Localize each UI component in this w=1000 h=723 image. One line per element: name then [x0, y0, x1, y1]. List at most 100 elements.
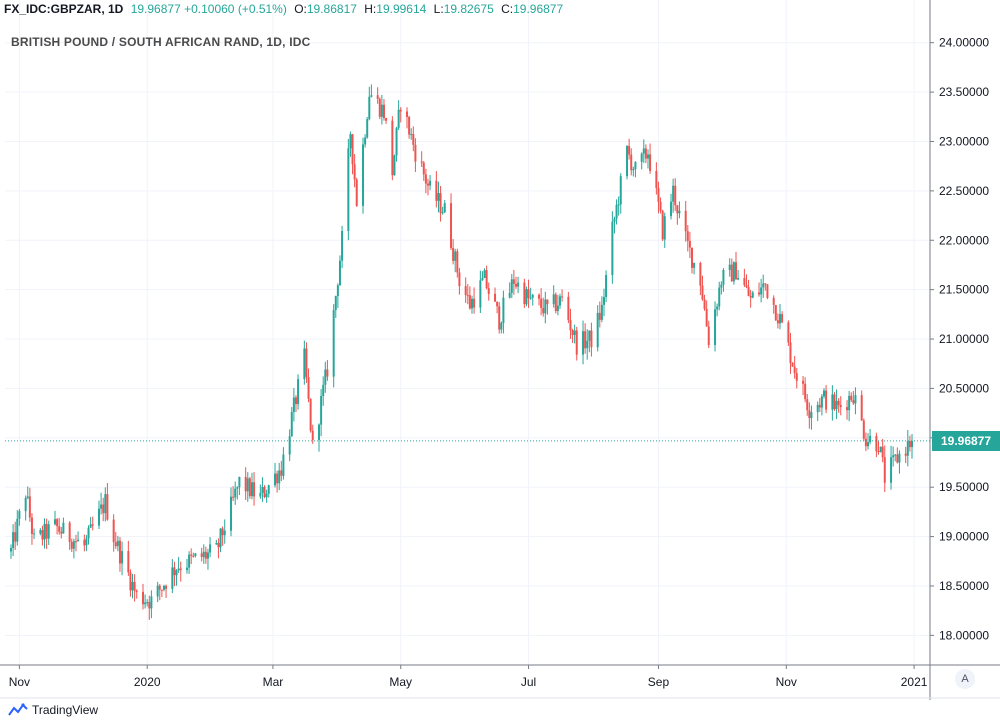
candle	[408, 115, 411, 139]
candle	[732, 261, 735, 285]
candle	[397, 100, 400, 131]
candle	[540, 288, 543, 316]
candle	[116, 535, 119, 552]
candle	[693, 262, 696, 275]
candle	[118, 536, 121, 572]
candle	[202, 544, 205, 564]
candle	[649, 143, 652, 174]
candle	[135, 589, 138, 599]
candle	[24, 495, 27, 521]
auto-scale-button[interactable]: A	[955, 669, 975, 689]
candle	[435, 171, 438, 208]
candle	[640, 152, 643, 170]
candle	[309, 398, 312, 433]
candle	[659, 197, 662, 214]
candle	[498, 301, 501, 334]
candle	[443, 199, 446, 214]
candle	[382, 99, 385, 121]
y-tick-label: 20.50000	[939, 381, 989, 395]
candle	[825, 385, 828, 414]
candle	[642, 139, 645, 163]
candle	[200, 547, 203, 562]
candle	[217, 538, 220, 559]
candle	[538, 293, 541, 306]
candle	[368, 86, 371, 121]
candle	[529, 287, 532, 300]
candle	[133, 574, 136, 602]
candle	[789, 332, 792, 374]
candle	[326, 360, 329, 381]
x-tick-label: 2020	[134, 675, 161, 689]
candle	[848, 390, 851, 422]
candle	[588, 330, 591, 353]
candle	[56, 518, 59, 535]
candle	[16, 510, 19, 546]
candle	[772, 295, 775, 314]
y-tick-label: 21.00000	[939, 332, 989, 346]
candle	[787, 320, 790, 346]
y-tick-label: 18.00000	[939, 628, 989, 642]
close-label: C:	[501, 2, 514, 16]
tradingview-brand[interactable]: TradingView	[8, 703, 98, 717]
candle	[655, 162, 658, 195]
candle	[468, 286, 471, 310]
candle	[410, 128, 413, 140]
candle	[473, 287, 476, 314]
candle	[707, 320, 710, 349]
candle	[426, 178, 429, 196]
candle	[567, 291, 570, 324]
symbol-label[interactable]: FX_IDC:GBPZAR, 1D	[4, 2, 124, 16]
high-label: H:	[364, 2, 377, 16]
candle	[720, 281, 723, 295]
candle	[192, 552, 195, 558]
candle	[688, 231, 691, 259]
candle	[684, 200, 687, 242]
candle	[263, 485, 266, 499]
candle	[412, 126, 415, 152]
candle	[600, 296, 603, 323]
candle	[28, 487, 31, 522]
candle	[179, 561, 182, 582]
candle	[355, 177, 358, 207]
candle	[351, 133, 354, 175]
candle	[575, 326, 578, 361]
candle	[879, 446, 882, 453]
candle	[106, 483, 109, 521]
x-tick-label: 2021	[901, 675, 928, 689]
candle	[391, 116, 394, 181]
candle	[385, 117, 388, 124]
candle	[165, 584, 168, 598]
candle	[429, 175, 432, 191]
candle	[282, 447, 285, 480]
candle	[716, 303, 719, 317]
candle	[531, 293, 534, 306]
y-tick-label: 21.50000	[939, 283, 989, 297]
candle	[470, 295, 473, 314]
candle	[630, 148, 633, 176]
candle	[546, 299, 549, 315]
candle	[290, 407, 293, 437]
y-tick-label: 19.00000	[939, 530, 989, 544]
candle	[74, 534, 77, 552]
candle	[45, 518, 48, 549]
candle	[253, 472, 256, 506]
candle	[393, 154, 396, 176]
candle	[420, 151, 423, 167]
candle	[439, 186, 442, 222]
grid-lines	[5, 0, 930, 665]
candle	[758, 282, 761, 297]
candle	[839, 396, 842, 416]
candle	[234, 481, 237, 505]
candle	[802, 376, 805, 396]
candle	[399, 107, 402, 123]
candle	[590, 322, 593, 357]
candle	[714, 301, 717, 352]
y-tick-label: 23.50000	[939, 85, 989, 99]
candle	[804, 377, 807, 403]
candle	[395, 126, 398, 162]
candle	[322, 376, 325, 406]
candle	[146, 599, 149, 607]
candle	[820, 394, 823, 416]
candle	[307, 368, 310, 403]
